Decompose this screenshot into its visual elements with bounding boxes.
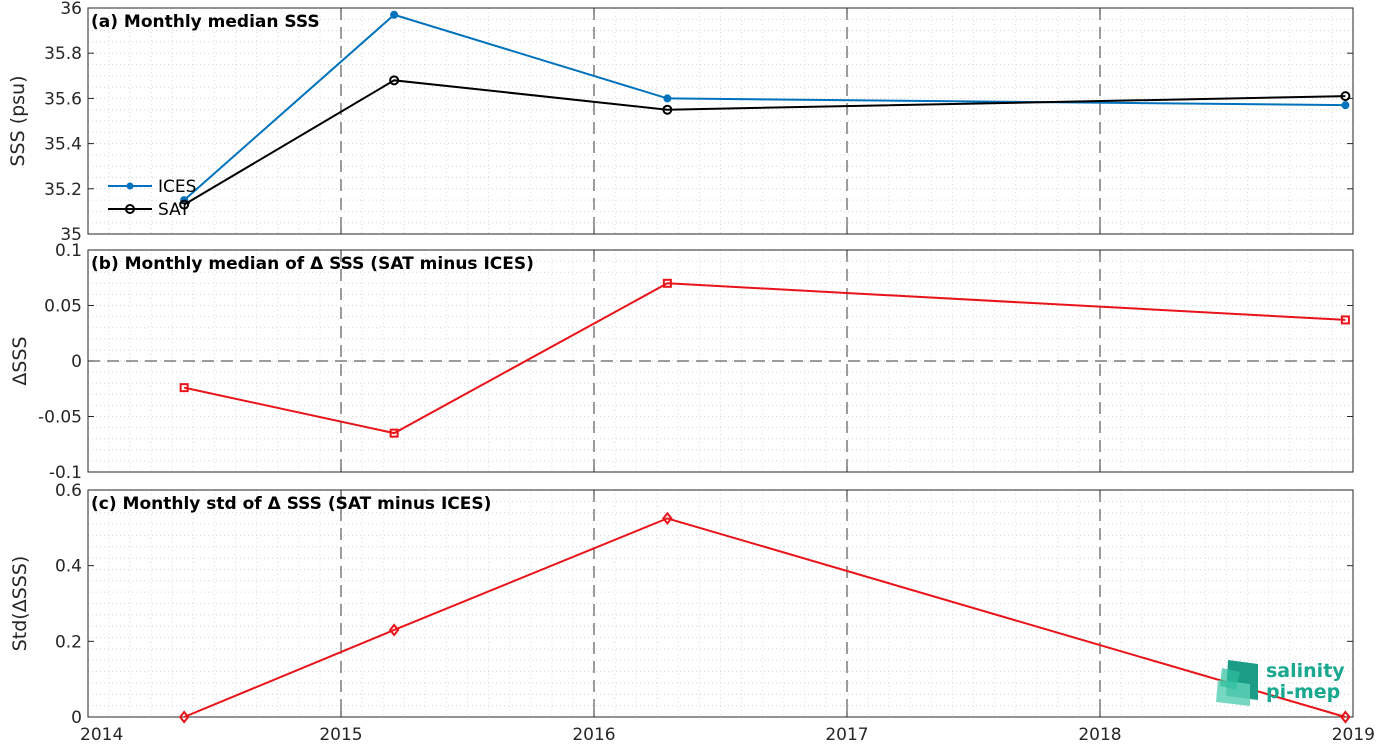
legend-marker — [125, 204, 135, 214]
legend-entry-sat: SAT — [158, 200, 190, 220]
series-line-delta — [183, 282, 1346, 435]
logo-text-salinity: salinity — [1266, 660, 1345, 682]
data-point — [1340, 315, 1350, 325]
plot-frame — [87, 7, 1354, 235]
data-point — [179, 199, 190, 210]
y-tick-label: 35.4 — [44, 135, 82, 155]
y-tick-label: 0.05 — [44, 297, 82, 317]
y-tick-label: 0.6 — [55, 481, 82, 501]
panel-std-delta-sss: 0 0.2 0.4 0.6 Std(ΔSSS) (c) Monthly std of Δ … — [9, 481, 1354, 728]
panel-sss: 35 35.2 35.4 35.6 35.8 36 SSS (psu) (a) Monthly… — [7, 0, 1354, 245]
x-tick-label: 2018 — [1078, 725, 1121, 745]
data-point — [662, 278, 672, 288]
x-tick-label: 2019 — [1332, 725, 1375, 745]
y-tick-label: 35.2 — [44, 180, 82, 200]
y-axis-label: SSS (psu) — [7, 75, 29, 166]
x-tick-label: 2017 — [825, 725, 868, 745]
legend: ICES SAT — [108, 177, 196, 220]
y-tick-label: 0 — [71, 352, 82, 372]
data-point — [389, 75, 400, 86]
panel-title: (c) Monthly std of Δ SSS (SAT minus ICES… — [91, 494, 491, 514]
data-point — [1340, 91, 1351, 102]
plot-frame — [87, 489, 1354, 718]
data-point — [390, 10, 399, 19]
salinity-pi-mep-logo: salinity pi-mep — [1216, 660, 1345, 706]
logo-mark-icon — [1216, 660, 1258, 706]
y-tick-label: -0.1 — [49, 463, 82, 483]
series-line-delta — [183, 517, 1346, 718]
series-line-ices — [183, 13, 1346, 201]
y-tick-label: -0.05 — [38, 408, 82, 428]
y-tick-label: 0.1 — [55, 241, 82, 261]
y-axis-label: Std(ΔSSS) — [9, 556, 31, 652]
data-point — [178, 710, 190, 724]
y-tick-label: 35.8 — [44, 44, 82, 64]
series-line-sat — [183, 79, 1346, 206]
legend-entry-ices: ICES — [158, 177, 196, 197]
data-point — [388, 623, 400, 637]
legend-marker — [126, 182, 134, 190]
data-point — [662, 511, 673, 525]
x-tick-label: 2015 — [319, 725, 362, 745]
panel-title: (a) Monthly median SSS — [91, 12, 320, 32]
x-tick-label: 2016 — [572, 725, 615, 745]
logo-text-pi-mep: pi-mep — [1266, 681, 1340, 703]
x-tick-label: 2014 — [80, 725, 123, 745]
x-axis-tick-labels: 2014 2015 2016 2017 2018 2019 — [80, 725, 1375, 745]
data-point — [1340, 710, 1351, 724]
data-point — [389, 428, 399, 438]
y-tick-label: 0 — [71, 708, 82, 728]
panel-title: (b) Monthly median of Δ SSS (SAT minus I… — [91, 254, 534, 274]
y-tick-label: 0.2 — [55, 632, 82, 652]
y-tick-label: 36 — [60, 0, 82, 19]
data-point — [662, 104, 673, 115]
y-tick-label: 35.6 — [44, 89, 82, 109]
panel-delta-sss: -0.1 -0.05 0 0.05 0.1 ΔSSS (b) Monthly median … — [9, 241, 1354, 483]
data-point — [663, 94, 672, 103]
data-point — [179, 383, 189, 393]
data-point — [1341, 101, 1350, 110]
y-tick-label: 35 — [60, 225, 82, 245]
y-axis-label: ΔSSS — [9, 336, 31, 385]
y-tick-label: 0.4 — [55, 557, 82, 577]
